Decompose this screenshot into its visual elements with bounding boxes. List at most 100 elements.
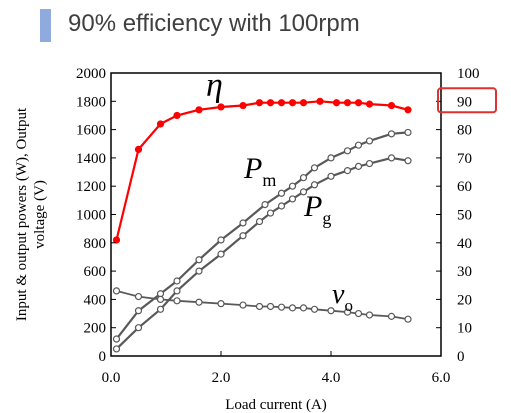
y-axis-label-line1: Input & output powers (W), Output (14, 107, 30, 321)
data-point (316, 97, 324, 105)
data-point (134, 307, 143, 315)
data-point (255, 217, 264, 226)
data-point (277, 99, 286, 107)
x-tick-label: 0.0 (102, 370, 121, 386)
x-tick-label: 4.0 (322, 370, 341, 386)
series-label: Pg (303, 190, 331, 228)
y-tick-label: 1000 (76, 208, 106, 224)
data-point (310, 181, 319, 189)
data-point (266, 302, 275, 311)
data-point (173, 287, 181, 295)
data-point (195, 106, 203, 114)
y2-tick-label: 10 (457, 321, 472, 337)
data-point (354, 141, 363, 149)
y-tick-label: 1200 (76, 179, 106, 195)
data-point (387, 101, 396, 110)
y-tick-label: 600 (84, 264, 107, 280)
data-point (365, 137, 374, 145)
y-tick-label: 1400 (76, 151, 106, 167)
data-point (255, 302, 264, 311)
data-point (404, 106, 412, 114)
data-point (217, 250, 225, 258)
data-point (217, 300, 225, 308)
series-label: Pm (243, 152, 276, 190)
data-point (404, 157, 412, 165)
data-point (156, 295, 165, 303)
data-point (354, 99, 363, 107)
data-point (327, 172, 335, 180)
data-point (387, 154, 396, 162)
data-point (195, 256, 203, 264)
data-point (365, 100, 374, 108)
x-axis-label: Load current (A) (225, 397, 327, 413)
y-tick-label: 1800 (76, 94, 106, 110)
data-point (173, 297, 181, 305)
data-point (365, 311, 374, 319)
data-point (354, 309, 363, 318)
data-point (387, 130, 396, 138)
y2-tick-label: 70 (457, 151, 472, 167)
slide-header: 90% efficiency with 100rpm (0, 0, 511, 50)
data-point (404, 315, 412, 323)
data-point (277, 303, 286, 311)
series-label: η (206, 67, 223, 104)
data-point (354, 162, 363, 170)
y2-tick-label: 100 (457, 66, 480, 82)
data-point (288, 182, 297, 190)
y2-tick-label: 80 (457, 123, 472, 139)
data-point (266, 209, 275, 217)
y2-tick-label: 0 (457, 349, 465, 365)
data-point (332, 99, 341, 107)
y-tick-label: 400 (84, 292, 107, 308)
data-point (239, 219, 247, 227)
data-point (239, 232, 247, 240)
data-point (310, 305, 319, 313)
page-title: 90% efficiency with 100rpm (68, 10, 360, 37)
data-point (173, 111, 181, 120)
data-point (112, 345, 121, 353)
data-point (112, 287, 121, 295)
accent-bar (40, 9, 51, 42)
data-point (277, 189, 286, 197)
data-point (134, 324, 143, 332)
data-point (195, 298, 203, 306)
y-tick-label: 2000 (76, 66, 106, 82)
data-point (112, 236, 121, 244)
data-point (156, 120, 165, 128)
data-point (387, 312, 396, 320)
data-point (217, 236, 225, 244)
data-point (288, 99, 297, 107)
data-point (299, 99, 308, 107)
data-point (343, 147, 352, 155)
data-point (195, 267, 203, 275)
data-point (343, 99, 352, 107)
data-point (134, 145, 143, 154)
data-point (134, 292, 143, 301)
y-tick-label: 800 (84, 236, 107, 252)
data-point (255, 99, 264, 107)
data-point (277, 202, 286, 210)
data-point (288, 304, 297, 312)
data-point (217, 103, 225, 111)
x-tick-label: 6.0 (432, 370, 451, 386)
data-point (310, 164, 319, 172)
data-point (327, 154, 335, 162)
data-point (266, 99, 275, 107)
data-point (343, 308, 352, 316)
data-point (299, 174, 308, 182)
y-axis-label-line2: voltage (V) (32, 180, 48, 249)
y2-tick-label: 20 (457, 292, 472, 308)
y2-tick-label: 60 (457, 179, 472, 195)
data-point (288, 195, 297, 203)
y2-tick-label: 90 (457, 94, 472, 110)
y-tick-label: 1600 (76, 123, 106, 139)
data-point (173, 277, 181, 285)
data-point (261, 200, 269, 209)
y-tick-label: 200 (84, 321, 107, 337)
x-tick-label: 2.0 (212, 370, 231, 386)
data-point (239, 101, 247, 110)
y2-tick-label: 50 (457, 208, 472, 224)
data-point (327, 307, 335, 315)
data-point (365, 159, 374, 168)
